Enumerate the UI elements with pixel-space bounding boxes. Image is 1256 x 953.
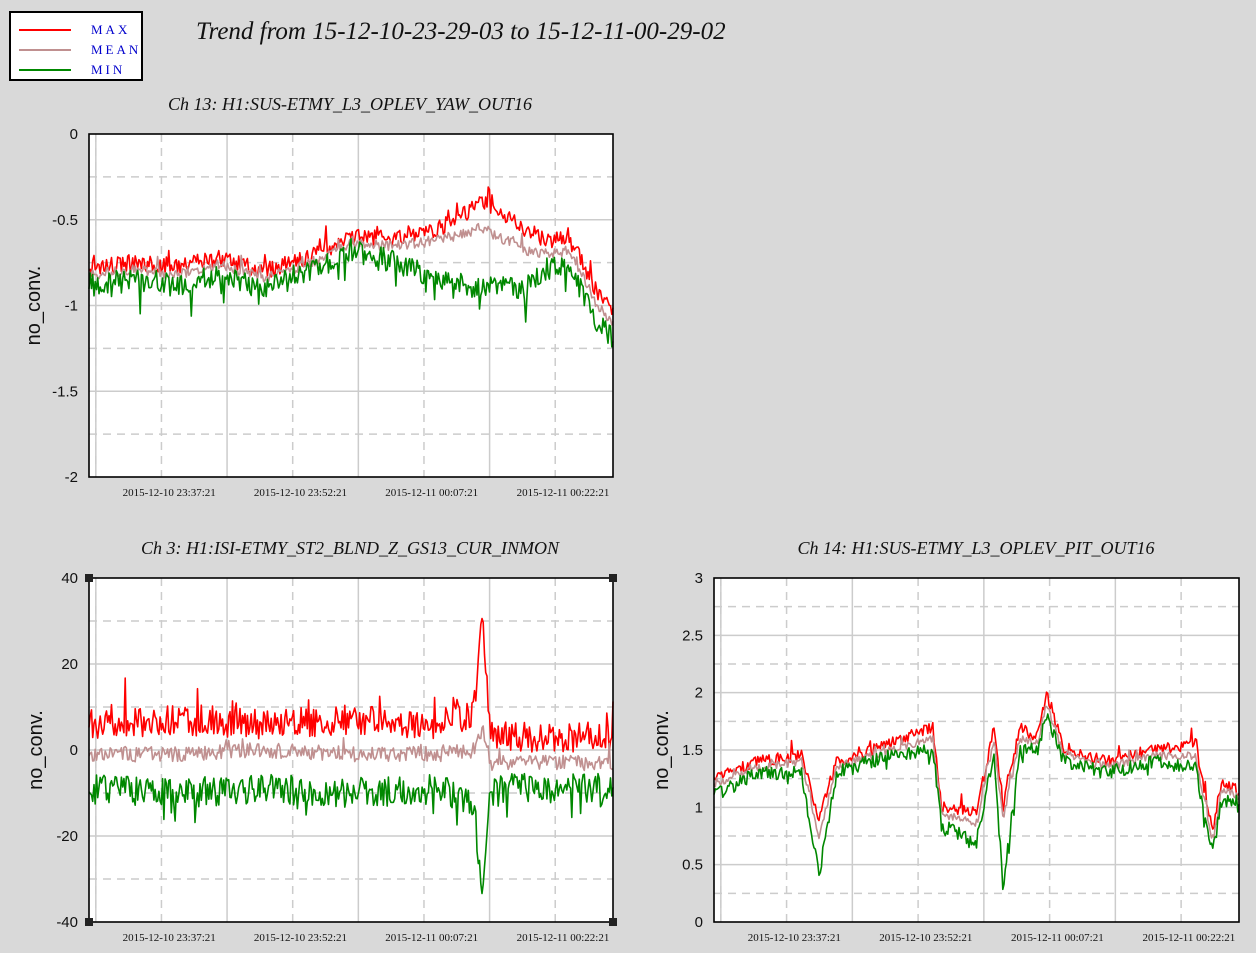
chart-2: Ch 3: H1:ISI-ETMY_ST2_BLND_Z_GS13_CUR_IN… xyxy=(25,538,614,944)
y-axis-label: no_conv. xyxy=(651,710,673,790)
chart-1: Ch 13: H1:SUS-ETMY_L3_OPLEV_YAW_OUT16 0 -0… xyxy=(23,94,614,499)
x-tick-label: 2015-12-10 23:52:21 xyxy=(254,932,347,944)
x-tick-label: 2015-12-10 23:52:21 xyxy=(879,932,972,944)
series-max xyxy=(713,691,1240,830)
x-tick-label: 2015-12-11 00:22:21 xyxy=(517,487,610,499)
x-tick-label: 2015-12-10 23:37:21 xyxy=(123,932,216,944)
plot-frame xyxy=(88,133,614,478)
y-tick-label: 1.5 xyxy=(682,742,703,759)
y-tick-label: 40 xyxy=(61,570,78,587)
legend-swatch-mean xyxy=(19,49,71,51)
legend-item-mean: MEAN xyxy=(19,41,143,61)
legend-swatch-max xyxy=(19,29,71,31)
series-min xyxy=(713,713,1240,891)
series-mean xyxy=(88,725,614,772)
x-tick-label: 2015-12-10 23:37:21 xyxy=(748,932,841,944)
series-min xyxy=(88,238,614,348)
series-max xyxy=(88,617,614,753)
page-title: Trend from 15-12-10-23-29-03 to 15-12-11… xyxy=(196,18,726,45)
legend-label-min: MIN xyxy=(91,62,126,77)
y-tick-label: 0 xyxy=(70,742,78,759)
legend: MAX MEAN MIN xyxy=(9,11,143,81)
selection-handle xyxy=(609,918,617,926)
series-mean xyxy=(713,705,1240,840)
x-tick-label: 2015-12-11 00:07:21 xyxy=(385,487,478,499)
y-tick-label: 0 xyxy=(70,126,78,143)
legend-item-min: MIN xyxy=(19,61,143,81)
y-tick-label: 2.5 xyxy=(682,627,703,644)
y-tick-label: -40 xyxy=(56,914,78,931)
y-tick-label: -1 xyxy=(65,298,78,315)
y-tick-label: -2 xyxy=(65,469,78,486)
x-tick-label: 2015-12-11 00:22:21 xyxy=(517,932,610,944)
y-tick-label: 3 xyxy=(695,570,703,587)
x-tick-label: 2015-12-11 00:07:21 xyxy=(1011,932,1104,944)
chart-title: Ch 14: H1:SUS-ETMY_L3_OPLEV_PIT_OUT16 xyxy=(797,538,1154,558)
y-tick-label: 0 xyxy=(695,914,703,931)
series-min xyxy=(88,772,614,895)
x-tick-label: 2015-12-11 00:07:21 xyxy=(385,932,478,944)
x-tick-label: 2015-12-11 00:22:21 xyxy=(1142,932,1235,944)
y-tick-label: 0.5 xyxy=(682,857,703,874)
y-tick-label: 20 xyxy=(61,656,78,673)
y-tick-label: -0.5 xyxy=(52,212,78,229)
selection-handle xyxy=(609,574,617,582)
chart-title: Ch 13: H1:SUS-ETMY_L3_OPLEV_YAW_OUT16 xyxy=(168,94,532,114)
y-tick-label: -1.5 xyxy=(52,383,78,400)
legend-label-max: MAX xyxy=(91,22,131,37)
x-tick-label: 2015-12-10 23:52:21 xyxy=(254,487,347,499)
chart-3: Ch 14: H1:SUS-ETMY_L3_OPLEV_PIT_OUT16 3 2.… xyxy=(651,538,1240,944)
selection-handle xyxy=(85,574,93,582)
y-axis-label: no_conv. xyxy=(25,710,47,790)
selection-handle xyxy=(85,918,93,926)
y-tick-label: -20 xyxy=(56,828,78,845)
y-tick-label: 2 xyxy=(695,685,703,702)
legend-label-mean: MEAN xyxy=(91,42,142,57)
y-tick-label: 1 xyxy=(695,799,703,816)
x-tick-label: 2015-12-10 23:37:21 xyxy=(123,487,216,499)
legend-swatch-min xyxy=(19,69,71,71)
chart-title: Ch 3: H1:ISI-ETMY_ST2_BLND_Z_GS13_CUR_IN… xyxy=(141,538,560,558)
y-axis-label: no_conv. xyxy=(23,266,45,346)
legend-item-max: MAX xyxy=(19,21,143,41)
plot-frame xyxy=(88,577,614,923)
plot-frame xyxy=(713,577,1240,923)
